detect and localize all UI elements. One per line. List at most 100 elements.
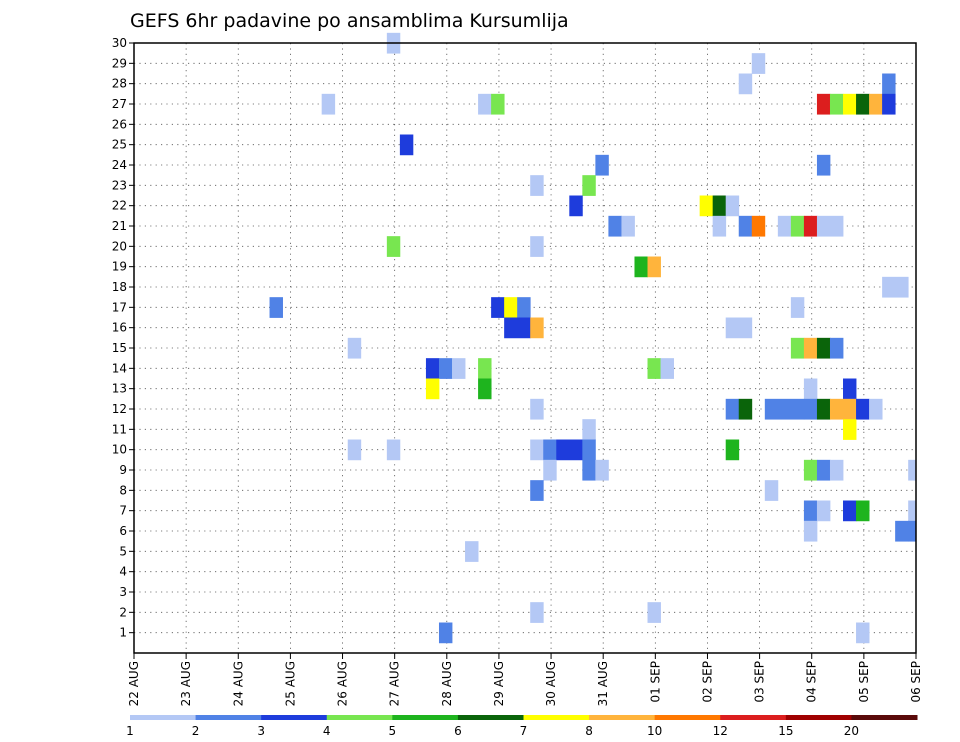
y-tick-label: 30: [112, 36, 127, 50]
heatmap-cell: [530, 398, 544, 420]
heatmap-cell: [803, 398, 818, 420]
heatmap-cell: [530, 480, 544, 501]
heatmap-cell: [803, 459, 818, 481]
heatmap-cell: [843, 378, 857, 400]
heatmap-cell: [452, 358, 466, 379]
heatmap-cell: [816, 500, 831, 522]
heatmap-cell: [543, 439, 557, 461]
heatmap-cell: [386, 236, 401, 257]
heatmap-cell: [790, 215, 805, 237]
heatmap-cell: [803, 215, 818, 237]
heatmap-cell: [425, 378, 440, 400]
heatmap-cell: [816, 93, 831, 115]
heatmap-cell: [882, 93, 896, 115]
heatmap-cell: [869, 93, 883, 115]
y-tick-label: 6: [119, 524, 127, 538]
heatmap-cell: [530, 175, 544, 196]
y-tick-label: 10: [112, 443, 127, 457]
heatmap-cell: [843, 93, 857, 115]
heatmap-cell: [803, 337, 818, 359]
heatmap-cell: [882, 73, 896, 95]
heatmap-cell: [438, 358, 453, 379]
y-tick-label: 26: [112, 117, 127, 131]
heatmap-cell: [712, 195, 727, 217]
y-tick-label: 17: [112, 300, 127, 314]
y-tick-label: 23: [112, 178, 127, 192]
heatmap-cell: [790, 337, 805, 359]
heatmap-cell: [347, 439, 362, 461]
heatmap-cell: [725, 439, 740, 461]
heatmap-cell: [478, 378, 492, 400]
heatmap-cell: [816, 215, 844, 237]
heatmap-cell: [829, 337, 844, 359]
heatmap-cell: [530, 602, 544, 623]
colorbar-label: 10: [647, 724, 662, 738]
colorbar-swatch: [261, 715, 328, 720]
chart-title: GEFS 6hr padavine po ansamblima Kursumli…: [130, 10, 569, 32]
heatmap-cell: [491, 93, 505, 115]
heatmap-cell: [725, 317, 753, 339]
heatmap-cell: [647, 358, 661, 379]
heatmap-cell: [425, 358, 440, 379]
y-axis-ticks: 1234567891011121314151617181920212223242…: [112, 36, 134, 640]
y-tick-label: 11: [112, 422, 127, 436]
x-tick-label: 24 AUG: [231, 661, 245, 706]
heatmap-cell: [816, 154, 831, 176]
x-axis-ticks: 22 AUG 23 AUG 24 AUG 25 AUG 26 AUG 27 AUG 28 A…: [127, 653, 923, 706]
x-tick-label: 22 AUG: [127, 661, 141, 706]
colorbar-swatch: [392, 715, 459, 720]
x-tick-label: 25 AUG: [283, 661, 297, 706]
heatmap-cell: [582, 439, 596, 461]
y-tick-label: 20: [112, 239, 127, 253]
colorbar-label: 20: [844, 724, 859, 738]
y-tick-label: 8: [119, 483, 127, 497]
x-tick-label: 26 AUG: [336, 661, 350, 706]
colorbar-swatch: [457, 715, 524, 720]
heatmap-cell: [803, 500, 818, 522]
heatmap-cell: [882, 276, 909, 298]
heatmap-cell: [321, 93, 336, 115]
heatmap-cell: [908, 500, 917, 522]
heatmap-cell: [595, 154, 609, 176]
heatmap-cell: [478, 358, 492, 379]
heatmap-cell: [530, 317, 544, 339]
colorbar-label: 1: [126, 724, 134, 738]
y-tick-label: 22: [112, 199, 127, 213]
y-tick-label: 4: [119, 565, 127, 579]
heatmap-cell: [634, 256, 648, 278]
x-tick-label: 03 SEP: [753, 661, 767, 703]
heatmap-cell: [843, 419, 857, 440]
heatmap-cell: [543, 459, 557, 481]
heatmap-cell: [517, 297, 531, 318]
heatmap-cell: [829, 93, 844, 115]
heatmap-cell: [751, 53, 766, 74]
y-tick-label: 5: [119, 544, 127, 558]
heatmap-cell: [438, 622, 453, 644]
heatmap-cell: [856, 500, 870, 522]
heatmap-cell: [504, 297, 518, 318]
y-tick-label: 25: [112, 138, 127, 152]
data-cells: [269, 32, 917, 644]
heatmap-cell: [582, 459, 596, 481]
heatmap-cell: [777, 215, 792, 237]
colorbar-swatch: [654, 715, 721, 720]
heatmap-cell: [269, 297, 283, 318]
heatmap-cell: [764, 398, 805, 420]
heatmap-cell: [869, 398, 883, 420]
heatmap-cell: [843, 500, 857, 522]
colorbar-swatch: [523, 715, 590, 720]
heatmap-cell: [569, 195, 583, 217]
y-tick-label: 15: [112, 341, 127, 355]
heatmap-cell: [608, 215, 622, 237]
heatmap-cell: [725, 398, 740, 420]
y-tick-label: 1: [119, 626, 127, 640]
heatmap-cell: [816, 459, 831, 481]
y-tick-label: 3: [119, 585, 127, 599]
y-tick-label: 12: [112, 402, 127, 416]
x-tick-label: 27 AUG: [388, 661, 402, 706]
colorbar-swatch: [851, 715, 918, 720]
heatmap-cell: [803, 520, 818, 542]
colorbar-label: 15: [778, 724, 793, 738]
heatmap-cell: [738, 215, 753, 237]
